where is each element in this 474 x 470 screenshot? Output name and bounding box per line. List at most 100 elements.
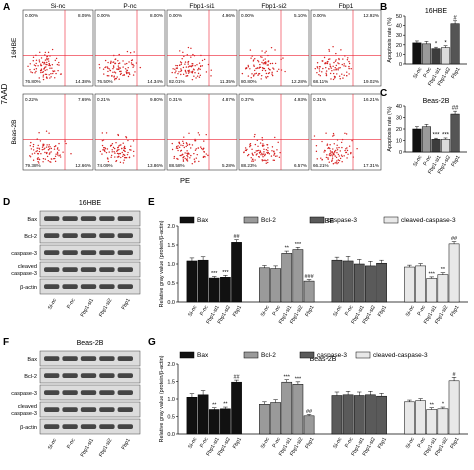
flow-event-dot bbox=[48, 60, 50, 62]
bar bbox=[331, 395, 343, 435]
flow-event-dot bbox=[260, 154, 262, 156]
legend-swatch bbox=[179, 216, 195, 224]
flow-event-dot bbox=[179, 150, 182, 152]
flow-event-dot bbox=[328, 48, 330, 51]
flow-event-dot bbox=[190, 47, 192, 50]
flow-event-dot bbox=[178, 146, 181, 149]
flow-event-dot bbox=[336, 73, 338, 75]
flow-event-dot bbox=[336, 149, 339, 151]
blot-band bbox=[62, 284, 78, 290]
legend-swatch bbox=[299, 351, 315, 359]
flow-event-dot bbox=[330, 78, 332, 80]
flow-event-dot bbox=[333, 151, 336, 153]
flow-event-dot bbox=[329, 72, 332, 75]
flow-event-dot bbox=[342, 58, 344, 60]
flow-event-dot bbox=[54, 145, 57, 147]
flow-event-dot bbox=[325, 156, 328, 159]
blot-band-label: β-actin bbox=[20, 425, 37, 431]
flow-event-dot bbox=[191, 163, 193, 165]
flow-event-dot bbox=[331, 151, 333, 153]
quadrant-lr-value: 14.38% bbox=[75, 79, 91, 84]
flow-event-dot bbox=[114, 72, 117, 74]
flow-event-dot bbox=[29, 69, 31, 71]
flow-event-dot bbox=[273, 150, 275, 152]
flow-event-dot bbox=[194, 160, 196, 163]
significance-mark: ## bbox=[233, 234, 240, 240]
x-tick-label: P-nc bbox=[344, 436, 355, 449]
flow-event-dot bbox=[119, 73, 122, 76]
flow-event-dot bbox=[203, 140, 205, 142]
flow-event-dot bbox=[139, 66, 142, 69]
flow-event-dot bbox=[37, 157, 39, 159]
x-tick-label: Fbp1 bbox=[449, 437, 460, 450]
flow-event-dot bbox=[50, 73, 52, 75]
flow-event-dot bbox=[44, 59, 47, 61]
flow-event-dot bbox=[184, 69, 187, 72]
flow-event-dot bbox=[327, 147, 329, 150]
flow-event-dot bbox=[259, 66, 262, 69]
flow-event-dot bbox=[188, 65, 191, 67]
flow-event-dot bbox=[171, 148, 174, 151]
legend-swatch bbox=[383, 216, 399, 224]
flow-event-dot bbox=[37, 65, 39, 67]
flow-event-dot bbox=[132, 66, 134, 69]
flow-plot-frame bbox=[22, 9, 94, 87]
flow-event-dot bbox=[261, 137, 263, 139]
flow-event-dot bbox=[129, 149, 131, 151]
chart-title: 16HBE bbox=[425, 8, 448, 15]
flow-event-dot bbox=[62, 151, 64, 153]
panel-letter-b: B bbox=[380, 2, 387, 13]
flow-event-dot bbox=[258, 149, 260, 152]
flow-event-dot bbox=[271, 71, 273, 74]
flow-event-dot bbox=[265, 160, 267, 162]
x-tick-label: Si-nc bbox=[332, 304, 343, 318]
flow-event-dot bbox=[171, 142, 173, 145]
flow-event-dot bbox=[42, 143, 44, 146]
flow-event-dot bbox=[114, 152, 116, 154]
flow-event-dot bbox=[185, 145, 187, 148]
flow-event-dot bbox=[187, 156, 189, 158]
y-tick-label: 0 bbox=[399, 62, 402, 68]
legend-label: cleaved-caspase-3 bbox=[401, 217, 456, 224]
flow-event-dot bbox=[130, 59, 133, 62]
flow-event-dot bbox=[51, 64, 54, 66]
flow-event-dot bbox=[278, 68, 280, 70]
flow-event-dot bbox=[186, 160, 189, 162]
x-tick-label: P-nc bbox=[422, 154, 433, 167]
flow-event-dot bbox=[333, 152, 335, 155]
flow-event-dot bbox=[186, 143, 188, 145]
flow-event-dot bbox=[194, 65, 196, 67]
flow-event-dot bbox=[263, 154, 266, 157]
flow-event-dot bbox=[59, 154, 61, 156]
flow-event-dot bbox=[124, 156, 127, 159]
flow-event-dot bbox=[53, 157, 55, 160]
flow-event-dot bbox=[47, 58, 50, 60]
flow-event-dot bbox=[328, 68, 330, 70]
quadrant-ur-value: 4.96% bbox=[222, 13, 235, 18]
blot-band bbox=[117, 233, 133, 239]
flow-event-dot bbox=[265, 50, 267, 52]
flow-event-dot bbox=[250, 77, 252, 79]
flow-event-dot bbox=[334, 162, 336, 164]
flow-event-dot bbox=[183, 55, 185, 58]
flow-event-dot bbox=[323, 151, 325, 153]
flow-event-dot bbox=[337, 69, 339, 71]
flow-event-dot bbox=[122, 142, 124, 144]
flow-event-dot bbox=[176, 147, 179, 150]
flow-column-label: Fbp1 bbox=[339, 3, 354, 10]
flow-event-dot bbox=[263, 67, 266, 70]
blot-lane-label: Fbp1 bbox=[121, 298, 132, 311]
blot-band bbox=[99, 424, 115, 430]
flow-event-dot bbox=[193, 69, 195, 71]
flow-event-dot bbox=[340, 49, 342, 51]
flow-event-dot bbox=[341, 161, 343, 163]
x-tick-label: Si-nc bbox=[405, 304, 416, 318]
flow-event-dot bbox=[129, 52, 132, 54]
blot-band bbox=[117, 267, 133, 273]
blot-band bbox=[44, 356, 60, 362]
quadrant-ll-value: 80.80% bbox=[241, 79, 257, 84]
flow-event-dot bbox=[175, 64, 177, 67]
flow-event-dot bbox=[338, 67, 340, 69]
flow-event-dot bbox=[48, 64, 50, 67]
